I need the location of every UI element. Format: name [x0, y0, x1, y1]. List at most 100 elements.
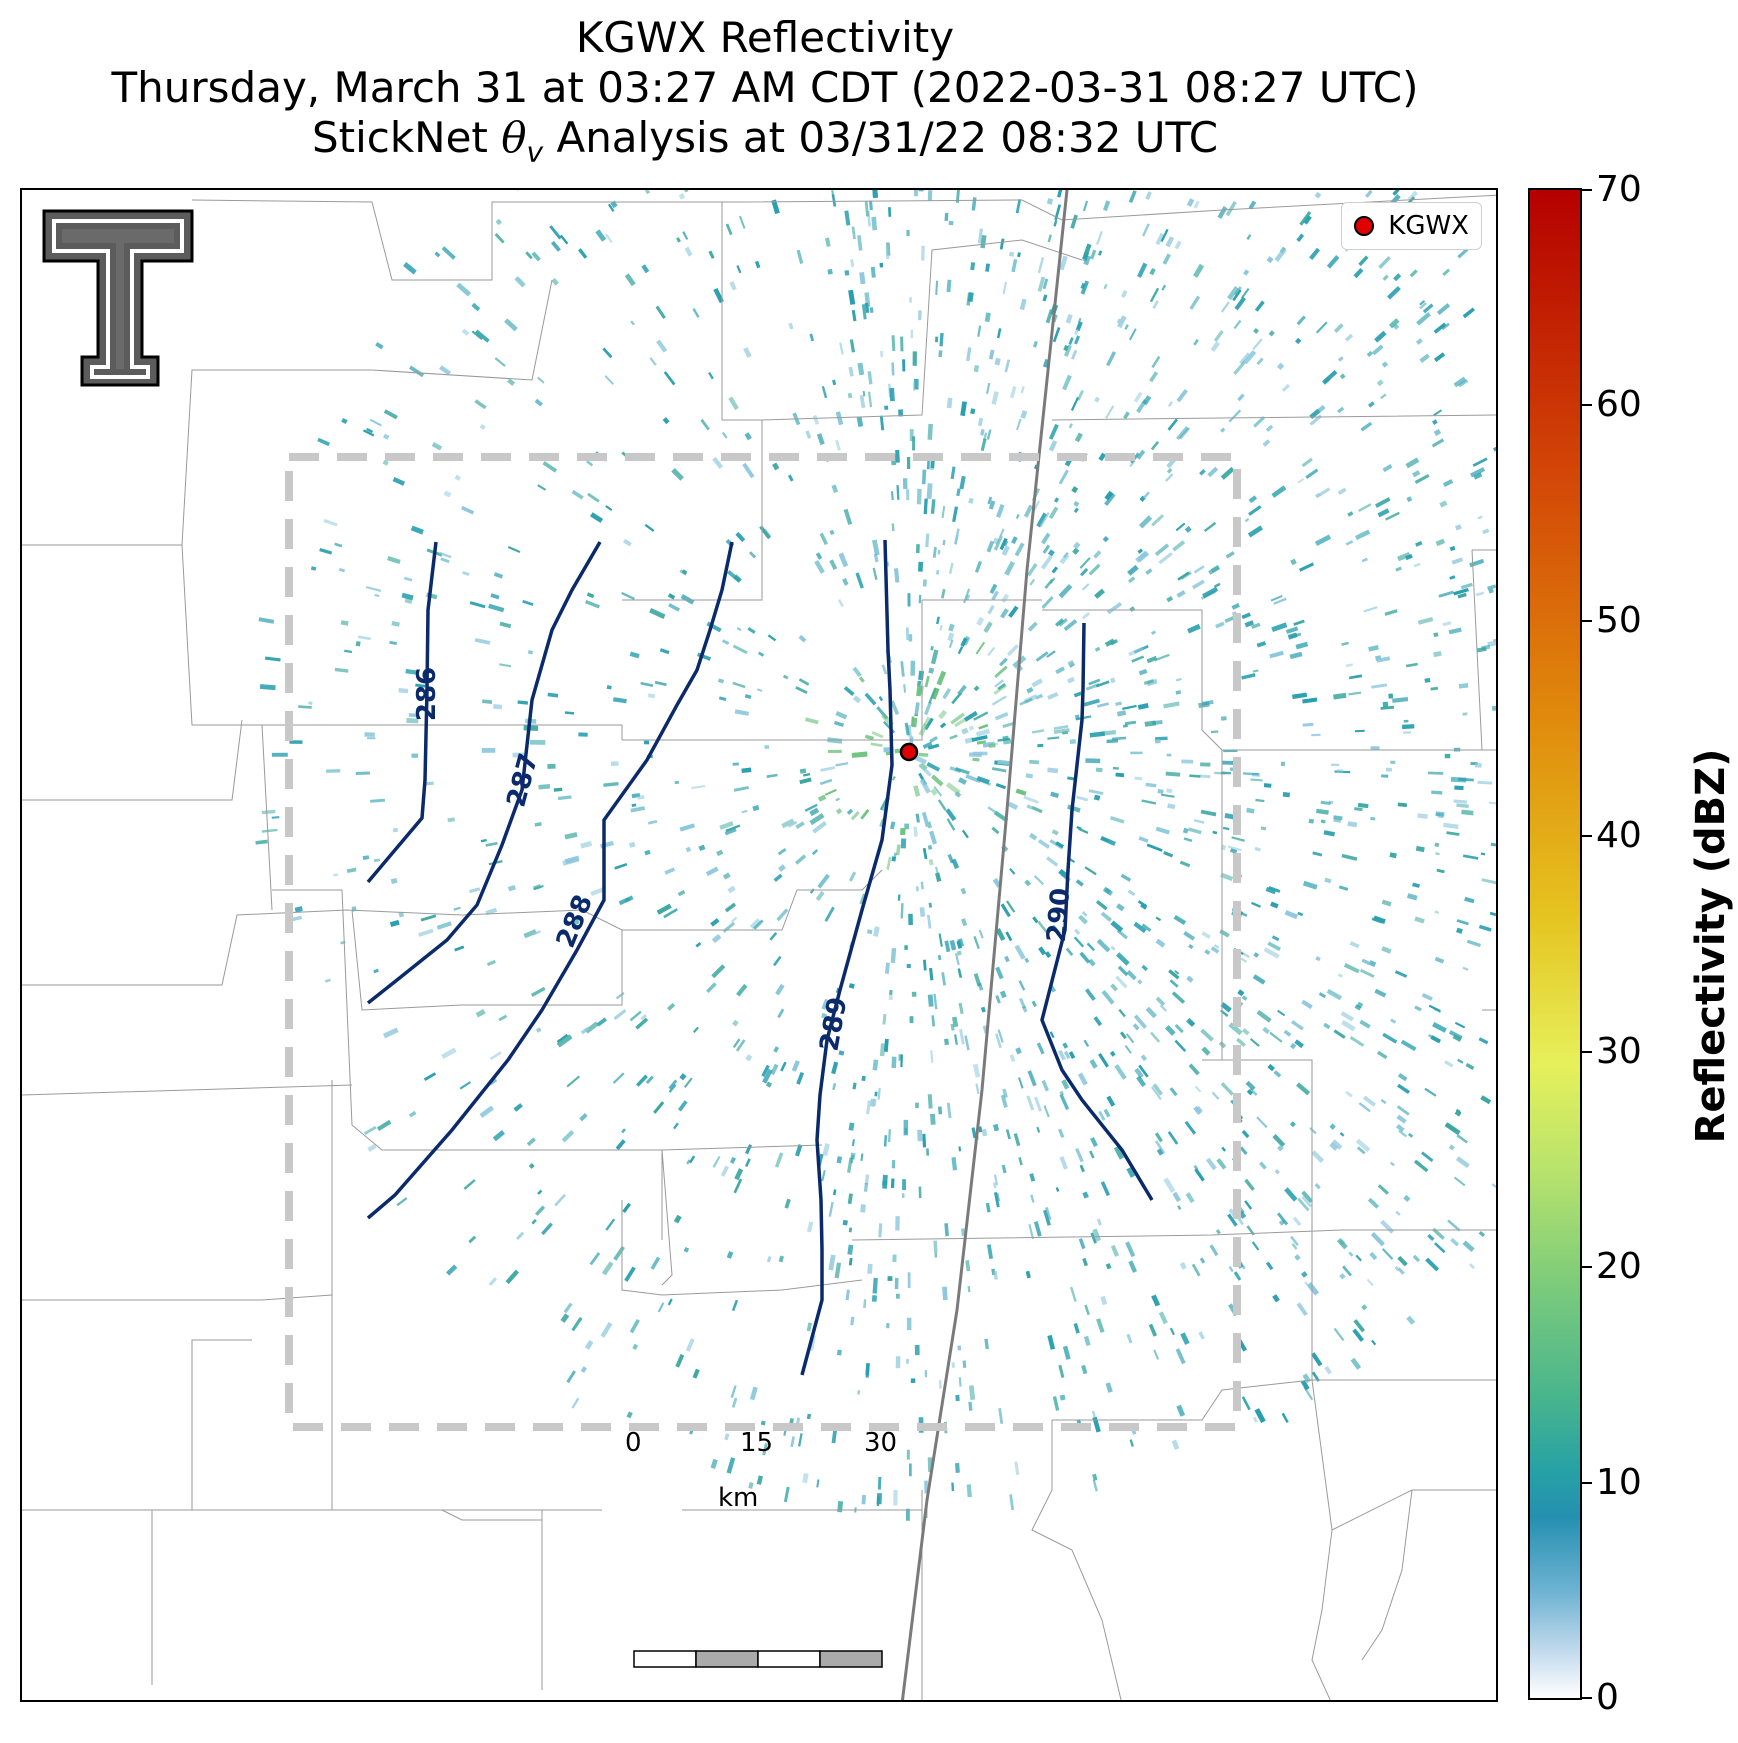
radar-echo-gate [1475, 591, 1485, 597]
radar-echo-gate [857, 235, 863, 251]
radar-echo-gate [999, 657, 1008, 667]
radar-echo-gate [977, 228, 984, 244]
radar-echo-gate [663, 371, 676, 386]
radar-echo-gate [1024, 879, 1032, 887]
radar-echo-gate [891, 775, 896, 781]
radar-echo-gate [1497, 709, 1498, 714]
radar-echo-gate [1073, 507, 1079, 513]
radar-echo-gate [580, 841, 593, 849]
radar-echo-gate [871, 1295, 878, 1302]
radar-echo-gate [1433, 409, 1443, 417]
radar-echo-gate [1171, 1439, 1180, 1450]
radar-echo-gate [679, 823, 695, 832]
kgwx-radar-site-marker[interactable] [899, 742, 919, 762]
radar-echo-gate [383, 1027, 399, 1039]
radar-echo-gate [981, 1128, 988, 1137]
radar-echo-gate [890, 1178, 895, 1188]
radar-echo-gate [1018, 980, 1026, 991]
radar-echo-gate [1341, 1020, 1356, 1032]
radar-echo-gate [887, 1276, 893, 1281]
radar-echo-gate [887, 1129, 891, 1143]
radar-echo-gate [1168, 969, 1180, 980]
radar-echo-gate [722, 921, 736, 933]
radar-echo-gate [712, 1155, 721, 1168]
radar-echo-gate [692, 308, 700, 318]
radar-echo-gate [865, 1363, 870, 1376]
radar-echo-gate [653, 1101, 665, 1114]
radar-echo-gate [736, 265, 742, 274]
radar-echo-gate [1355, 1254, 1362, 1262]
radar-echo-gate [1336, 769, 1344, 773]
radar-echo-gate [1126, 1167, 1136, 1178]
radar-echo-gate [864, 692, 877, 706]
radar-echo-gate [1457, 1058, 1464, 1064]
radar-echo-gate [957, 938, 965, 948]
radar-echo-gate [1228, 409, 1242, 423]
radar-echo-gate [1094, 588, 1105, 599]
radar-echo-gate [922, 1133, 926, 1148]
radar-echo-gate [1277, 1144, 1284, 1152]
radar-echo-gate [1464, 896, 1475, 904]
radar-echo-gate [844, 270, 850, 276]
radar-echo-gate [605, 233, 613, 244]
radar-echo-gate [741, 809, 748, 814]
radar-echo-gate [944, 1038, 950, 1046]
radar-echo-gate [1193, 338, 1199, 346]
radar-echo-gate [1078, 1238, 1086, 1250]
radar-echo-gate [991, 767, 1007, 773]
radar-echo-gate [1047, 1334, 1056, 1350]
radar-echo-gate [1133, 921, 1147, 934]
radar-echo-gate [925, 533, 930, 548]
radar-echo-gate [718, 696, 727, 702]
radar-echo-gate [1002, 281, 1008, 295]
radar-echo-gate [1368, 960, 1377, 968]
radar-echo-gate [1269, 1031, 1283, 1043]
radar-map[interactable]: 286 287 288 289 290 KGWX [20, 188, 1498, 1702]
radar-echo-gate [1151, 514, 1165, 527]
radar-echo-gate [946, 279, 952, 293]
radar-echo-gate [1370, 1232, 1385, 1247]
radar-echo-gate [994, 679, 1004, 688]
radar-echo-gate [893, 1489, 898, 1506]
radar-echo-gate [637, 795, 645, 800]
radar-echo-gate [1089, 731, 1105, 738]
radar-echo-gate [1100, 1181, 1111, 1197]
radar-echo-gate [1141, 799, 1157, 805]
radar-echo-gate [1036, 512, 1048, 528]
radar-echo-gate [1373, 915, 1386, 924]
radar-echo-gate [1029, 832, 1038, 841]
radar-echo-gate [735, 1039, 746, 1052]
radar-echo-gate [621, 591, 636, 601]
radar-echo-gate [1337, 973, 1343, 978]
colorbar-tick-mark [1582, 619, 1592, 622]
radar-echo-gate [1354, 729, 1365, 733]
radar-echo-gate [893, 852, 897, 858]
radar-echo-gate [817, 873, 830, 889]
radar-echo-gate [1381, 1248, 1394, 1260]
radar-echo-gate [1252, 974, 1266, 985]
radar-echo-gate [815, 890, 825, 902]
radar-echo-gate [717, 678, 725, 684]
radar-echo-gate [1201, 1046, 1211, 1056]
radar-echo-gate [357, 635, 371, 641]
radar-echo-gate [1042, 294, 1048, 302]
radar-echo-gate [733, 785, 749, 792]
radar-echo-gate [831, 194, 837, 207]
radar-echo-gate [618, 895, 634, 906]
radar-echo-gate [1007, 801, 1019, 811]
radar-echo-gate [850, 1152, 856, 1160]
radar-echo-gate [1450, 1237, 1460, 1247]
radar-echo-gate [629, 1010, 642, 1022]
radar-echo-gate [777, 848, 787, 856]
radar-echo-gate [1427, 1233, 1435, 1242]
radar-echo-gate [948, 562, 954, 575]
radar-echo-gate [968, 1401, 973, 1411]
radar-echo-gate [507, 546, 521, 553]
radar-echo-gate [1350, 1357, 1362, 1370]
radar-echo-gate [1397, 1255, 1408, 1267]
radar-echo-gate [1084, 866, 1097, 876]
radar-echo-gate [937, 799, 947, 811]
radar-echo-gate [1067, 659, 1075, 666]
radar-echo-gate [1039, 511, 1050, 527]
radar-echo-gate [534, 398, 543, 407]
